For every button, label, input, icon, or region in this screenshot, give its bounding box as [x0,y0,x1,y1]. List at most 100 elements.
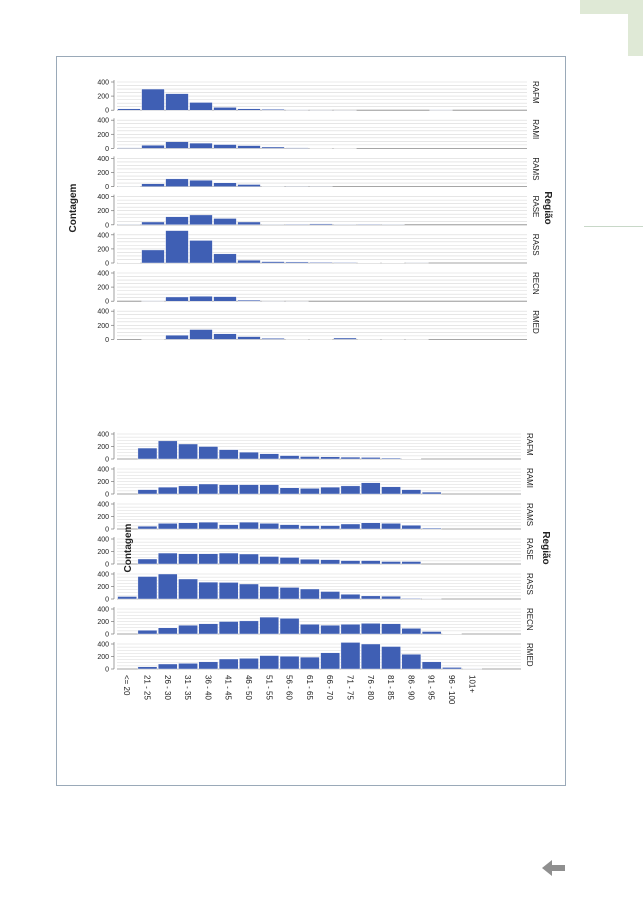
bar-0-RASS-8 [309,262,333,264]
bar-1-RECN-4 [198,623,219,635]
facet-title-0: Região [542,191,553,224]
ytick-label-1-2-200: 200 [97,514,109,521]
ytick-label-1-2-400: 400 [97,502,109,509]
bar-1-RASE-3 [178,553,198,565]
facet-title-1: Região [540,531,551,564]
bar-1-RAMS-2 [157,523,178,530]
bar-1-RAMI-12 [361,482,381,495]
bar-0-RMED-5 [237,336,261,340]
xtick-label-1-2: 26 - 30 [163,675,172,700]
ytick-label-0-1-400: 400 [97,118,109,125]
bar-1-RASE-9 [300,559,320,565]
bar-1-RAFM-5 [218,449,239,460]
bar-0-RASS-9 [333,262,357,264]
ytick-label-0-1-200: 200 [97,132,109,139]
panel-label-0-RAFM: RAFM [531,81,540,104]
bar-1-RMED-3 [178,663,198,670]
ytick-label-1-4-400: 400 [97,572,109,579]
bar-1-RAMS-11 [340,523,361,530]
bar-1-RASS-13 [381,595,401,600]
bar-1-RASS-0 [117,596,137,600]
bar-1-RECN-12 [361,623,381,635]
bar-0-RASS-5 [237,259,261,264]
bar-1-RASE-1 [137,558,158,565]
panel-label-1-RECN: RECN [525,608,534,631]
xtick-label-1-17: 101+ [467,675,476,693]
bar-1-RASE-10 [320,559,340,565]
bar-0-RAMS-3 [189,180,213,187]
bar-1-RASE-4 [198,553,219,565]
xtick-label-1-1: 21 - 25 [142,675,151,700]
ytick-label-1-3-0: 0 [105,562,109,569]
panel-label-0-RAMS: RAMS [531,157,540,180]
panel-label-1-RAFM: RAFM [525,433,534,456]
bar-0-RECN-5 [237,299,261,302]
bar-1-RECN-13 [381,623,401,635]
bar-0-RAFM-2 [165,93,189,111]
bar-1-RMED-2 [157,663,178,670]
bar-0-RECN-3 [189,296,213,302]
bar-1-RAMI-8 [279,487,300,495]
bar-1-RASE-6 [239,553,259,565]
bar-0-RAMI-3 [189,142,213,149]
bar-1-RMED-12 [361,643,381,670]
ytick-label-0-3-0: 0 [105,222,109,229]
bar-0-RASE-2 [165,216,189,226]
bar-1-RECN-10 [320,625,340,635]
bar-1-RAFM-1 [137,447,158,460]
xtick-label-1-3: 31 - 35 [183,675,192,700]
xtick-label-1-0: <= 20 [122,675,131,696]
bar-0-RASS-7 [285,261,309,264]
bar-1-RECN-3 [178,625,198,635]
bar-1-RAMI-4 [198,483,219,495]
corner-tab [580,0,643,14]
ytick-label-1-1-200: 200 [97,479,109,486]
bar-1-RMED-13 [381,646,401,670]
bar-0-RAMS-4 [213,182,237,187]
bar-0-RMED-6 [261,338,285,340]
ytick-label-0-2-400: 400 [97,156,109,163]
ytick-label-1-1-0: 0 [105,492,109,499]
bar-1-RAMI-3 [178,485,198,495]
ytick-label-1-5-200: 200 [97,619,109,626]
bar-0-RAMI-4 [213,144,237,149]
ytick-label-1-6-0: 0 [105,667,109,674]
bar-1-RASS-1 [137,576,158,600]
ytick-label-1-2-0: 0 [105,527,109,534]
panel-label-0-RMED: RMED [531,310,540,334]
panel-label-1-RASS: RASS [525,573,534,595]
ytick-label-0-5-400: 400 [97,271,109,278]
bar-0-RMED-3 [189,329,213,340]
bar-1-RAFM-6 [239,451,259,460]
bar-1-RASE-2 [157,552,178,565]
bar-0-RASS-1 [141,249,165,264]
bar-1-RECN-14 [401,628,422,635]
bar-1-RECN-8 [279,618,300,635]
ytick-label-0-3-200: 200 [97,208,109,215]
bar-1-RAMS-14 [401,525,422,530]
bar-1-RMED-9 [300,656,320,670]
xtick-label-1-14: 86 - 90 [406,675,415,700]
bar-0-RAFM-4 [213,107,237,111]
bar-1-RASS-9 [300,588,320,600]
bar-1-RASS-3 [178,578,198,600]
ytick-label-0-6-400: 400 [97,309,109,316]
bar-0-RASE-5 [237,221,261,225]
back-button[interactable] [538,857,570,879]
ytick-label-0-4-200: 200 [97,246,109,253]
xtick-label-1-5: 41 - 45 [224,675,233,700]
bar-0-RASE-3 [189,214,213,225]
bar-1-RAMI-13 [381,486,401,495]
bar-0-RAFM-0 [117,108,141,111]
bar-1-RASS-2 [157,573,178,600]
bar-1-RECN-15 [421,631,442,635]
bar-0-RASE-9 [333,224,357,225]
ytick-label-0-5-200: 200 [97,285,109,292]
side-divider [584,226,643,227]
ytick-label-0-1-0: 0 [105,146,109,153]
y-axis-title-1: Contagem [123,523,134,572]
ytick-label-0-0-200: 200 [97,94,109,101]
xtick-label-1-4: 36 - 40 [203,675,212,700]
xtick-label-1-16: 96 - 100 [447,675,456,705]
bar-1-RASE-11 [340,560,361,565]
